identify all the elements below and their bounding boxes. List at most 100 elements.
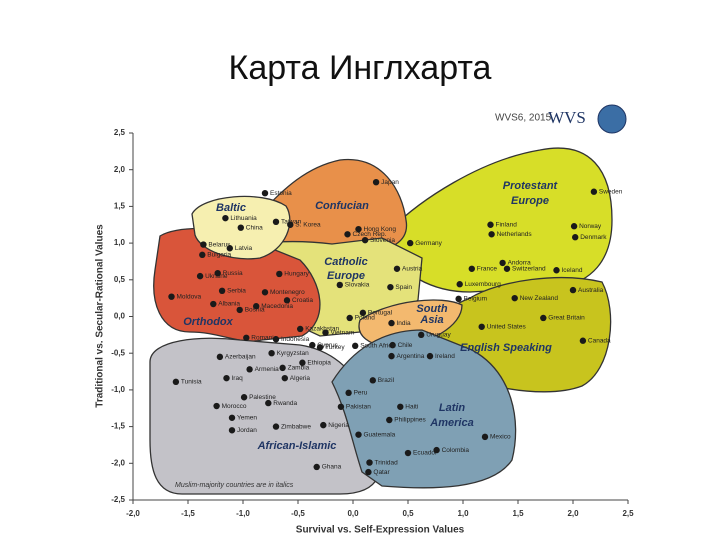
point-label: Switzerland — [512, 266, 546, 273]
x-tick-label: -0,5 — [291, 509, 305, 518]
logo: WVS — [548, 108, 586, 127]
point-label: Turkey — [325, 344, 345, 351]
point — [226, 245, 233, 252]
point-label: Kazakhstan — [305, 326, 339, 333]
point — [397, 403, 404, 410]
point — [481, 433, 489, 441]
point — [426, 352, 434, 360]
point — [369, 377, 376, 384]
region-label: Orthodox — [183, 316, 233, 328]
point — [511, 294, 518, 302]
point-label: Bulgaria — [207, 252, 231, 259]
point-label: Spain — [395, 284, 412, 291]
point — [569, 286, 577, 294]
point-label: Belgium — [464, 296, 487, 303]
point-label: Netherlands — [497, 231, 533, 238]
region-label: Protestant — [503, 180, 559, 192]
point — [216, 353, 224, 361]
point — [261, 289, 269, 296]
point — [488, 231, 495, 238]
point-label: Germany — [415, 240, 442, 247]
point — [287, 221, 294, 228]
point — [404, 449, 412, 457]
point — [499, 259, 506, 267]
point — [210, 300, 217, 308]
region-label: Europe — [511, 195, 549, 207]
y-tick-label: -2,0 — [111, 458, 125, 467]
point-label: Guatemala — [364, 431, 396, 438]
point — [388, 319, 395, 327]
point-label: France — [477, 266, 498, 273]
y-tick-label: 1,5 — [114, 202, 126, 211]
y-tick-label: 2,0 — [114, 165, 126, 174]
point — [237, 224, 244, 231]
point-label: Slovakia — [345, 282, 370, 289]
point — [243, 334, 250, 341]
x-axis-label: Survival vs. Self-Expression Values — [296, 525, 465, 536]
point — [553, 267, 560, 274]
annotation: WVS6, 2015 — [495, 113, 552, 124]
point-label: Luxembourg — [465, 281, 502, 288]
point-label: Zambia — [288, 365, 310, 372]
point — [366, 459, 373, 466]
point — [478, 323, 485, 330]
point-label: Austria — [402, 266, 423, 273]
point-label: Palestine — [249, 394, 276, 401]
point — [344, 231, 351, 238]
point-label: Ethiopia — [307, 359, 331, 366]
point — [388, 352, 395, 360]
region-label: Baltic — [216, 202, 246, 214]
y-tick-label: -2,5 — [111, 495, 125, 504]
point — [196, 272, 204, 280]
point-label: New Zealand — [520, 295, 559, 302]
point — [386, 416, 393, 424]
point — [433, 446, 440, 454]
point-label: Japan — [381, 179, 399, 186]
point-label: Philippines — [394, 417, 426, 424]
point — [268, 350, 275, 357]
point — [540, 314, 547, 322]
region-label: Asia — [419, 314, 443, 326]
point — [213, 402, 220, 410]
plot: -2,0 -1,5 -1,0 -0,5 0,0 0,5 1,0 1,5 2,0 2,5 2,5 2,0… — [111, 128, 634, 518]
point — [337, 403, 345, 410]
footnote: Muslim-majority countries are in italics — [175, 482, 294, 489]
point — [590, 188, 598, 195]
point — [361, 236, 369, 244]
point-label: Albania — [218, 301, 240, 308]
point-label: Mexico — [490, 434, 511, 441]
point — [276, 270, 283, 278]
point — [200, 241, 207, 248]
point-label: Serbia — [227, 288, 246, 295]
region-label: Latin — [439, 402, 466, 414]
y-tick-label: 2,5 — [114, 128, 126, 137]
point — [503, 265, 511, 272]
point-label: Poland — [355, 315, 376, 322]
point-label: Yemen — [237, 415, 257, 422]
x-tick-label: 2,5 — [622, 509, 634, 518]
point — [218, 287, 226, 295]
point-label: Great Britain — [548, 315, 585, 322]
point-label: Macedonia — [261, 303, 293, 310]
region — [358, 299, 463, 347]
point — [313, 463, 320, 471]
y-tick-label: -1,0 — [111, 385, 125, 394]
point-label: Iceland — [562, 267, 583, 274]
point — [346, 314, 353, 322]
point — [281, 374, 288, 382]
region-label: Confucian — [315, 200, 369, 212]
point — [345, 389, 352, 397]
point-label: Romania — [251, 335, 277, 342]
point-label: Kyrgyzstan — [277, 350, 310, 357]
x-tick-label: -1,5 — [181, 509, 195, 518]
point-label: Moldova — [177, 293, 202, 300]
x-tick-label: -2,0 — [126, 509, 140, 518]
point-label: Estonia — [270, 190, 292, 197]
region-label: South — [416, 303, 447, 315]
point-label: Ireland — [435, 353, 455, 360]
point-label: India — [397, 320, 411, 327]
point — [389, 341, 396, 349]
point — [265, 399, 272, 407]
point — [468, 265, 475, 272]
